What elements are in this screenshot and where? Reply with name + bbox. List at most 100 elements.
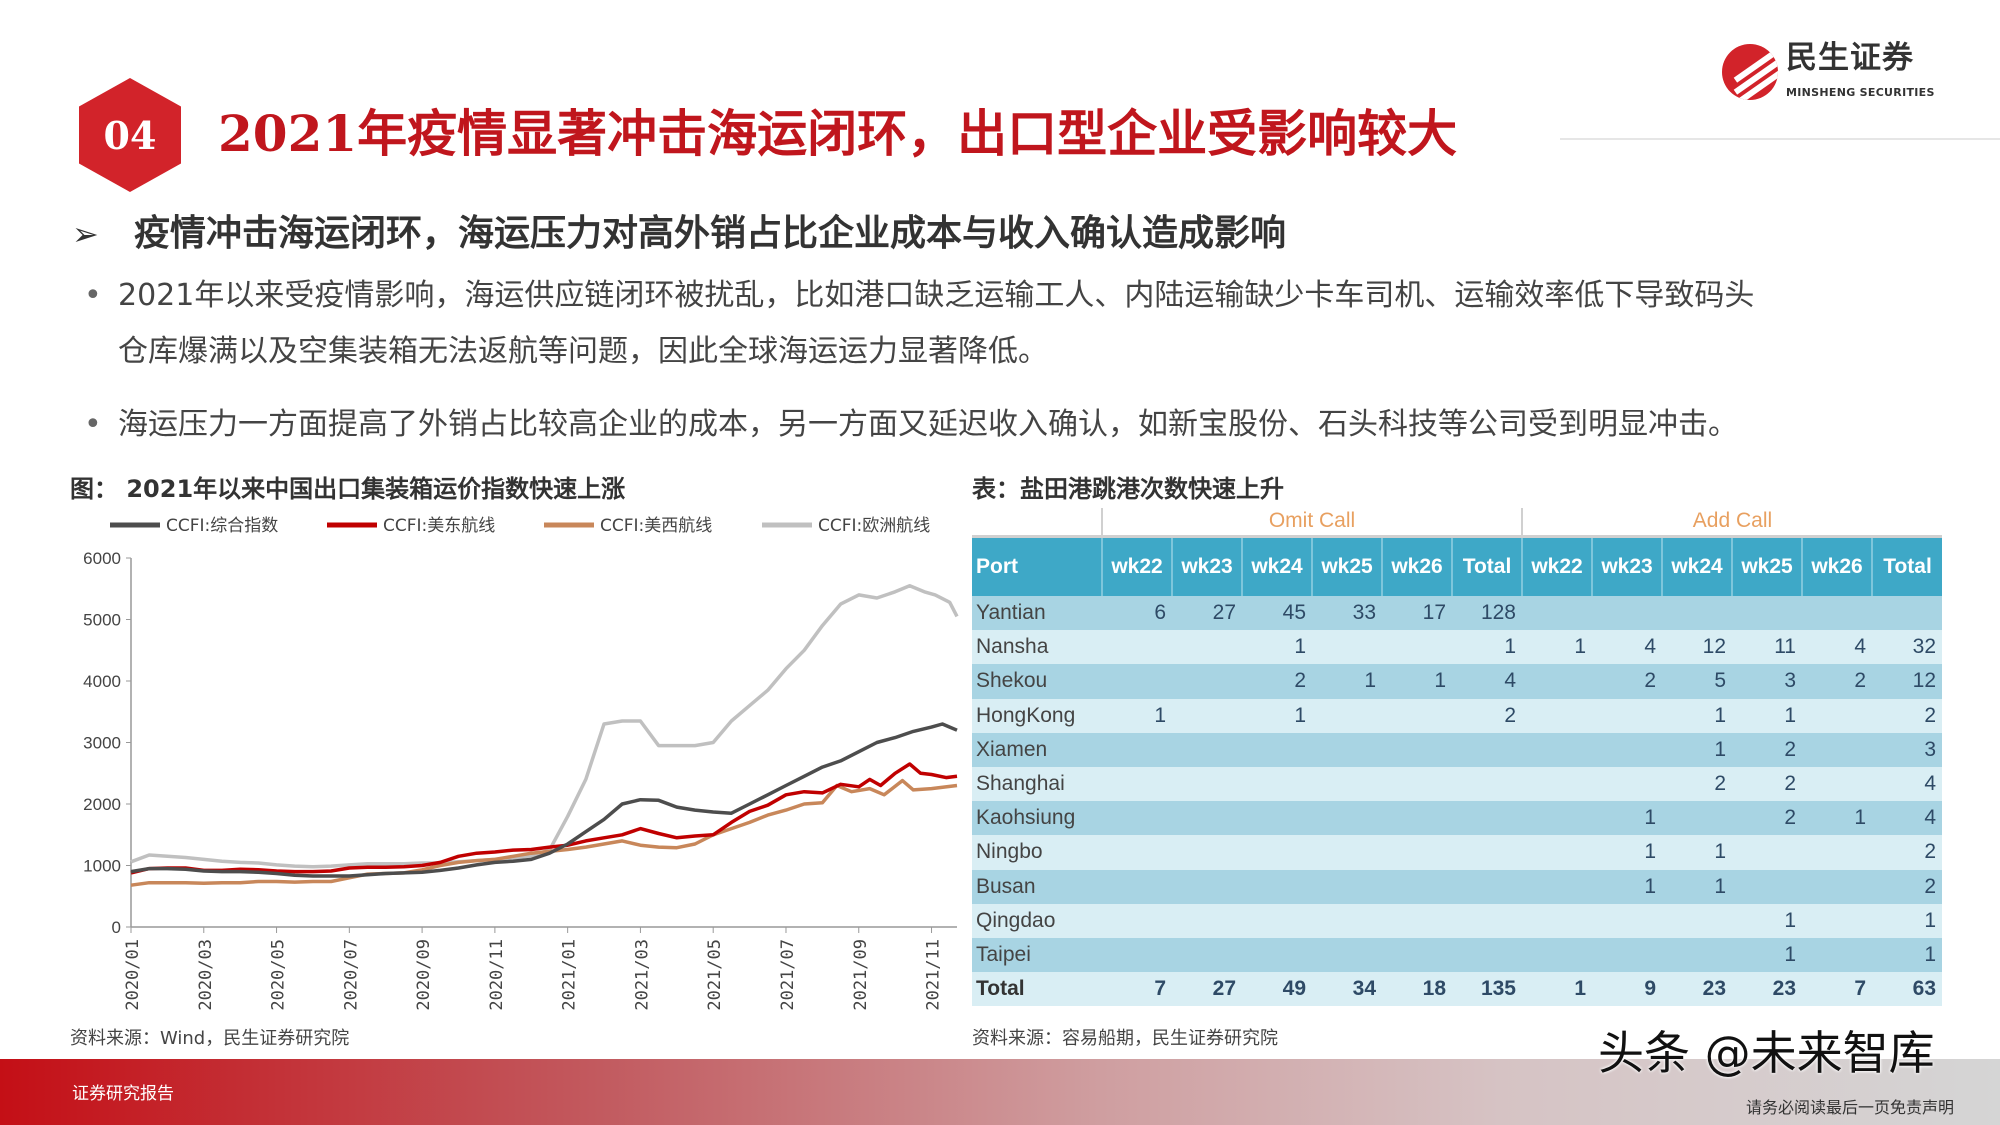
table-cell [1102,766,1172,802]
port-name: Nansha [972,630,1102,665]
table-cell [1522,903,1592,938]
column-header: wk26 [1381,536,1452,596]
table-cell [1382,732,1452,767]
table-title: 表：盐田港跳港次数快速上升 [972,475,1284,503]
table-row: Nansha 1 1 1 4 12 11 4 32 [972,630,1942,665]
y-tick-label: 2000 [83,795,121,814]
table-cell [1382,801,1452,836]
table-cell: 1 [1662,835,1732,870]
table-cell [1312,630,1382,665]
table-row: Yantian 6 27 45 33 17 128 [972,596,1942,631]
table-cell [1522,869,1592,904]
total-cell: 23 [1732,972,1802,1007]
table-cell [1662,903,1732,938]
table-cell [1592,596,1662,631]
table-cell: 2 [1452,698,1522,733]
x-tick-label: 2020/01 [123,939,143,1011]
table-cell [1522,596,1592,631]
table-cell: 1 [1242,630,1312,665]
section-number-badge: 04 [79,78,181,192]
table-cell [1662,801,1732,836]
table-cell: 32 [1872,630,1942,665]
table-cell: 1 [1382,664,1452,699]
table-header-row: Port wk22 wk23 wk24 wk25 wk26 Total wk22 wk23 wk2… [972,536,1942,596]
bullet-dot-icon: • [84,278,102,313]
table-row: Kaohsiung 1 2 1 4 [972,801,1942,836]
watermark: 头条 @未来智库 [1598,1026,1935,1080]
table-cell [1382,766,1452,802]
port-name: Shanghai [972,766,1102,802]
table-cell [1102,903,1172,938]
table-cell [1312,698,1382,733]
table-cell [1102,869,1172,904]
table-row: Qingdao 1 1 [972,903,1942,938]
table-cell [1592,903,1662,938]
table-cell [1242,835,1312,870]
table-cell [1382,630,1452,665]
table-cell: 2 [1872,698,1942,733]
table-cell: 1 [1732,698,1802,733]
group-add-call: Add Call [1521,508,1942,538]
table-cell: 45 [1242,596,1312,631]
x-tick-label: 2020/05 [269,939,289,1011]
legend-label: CCFI:美东航线 [383,516,495,536]
table-cell: 2 [1732,801,1802,836]
chart-source: 资料来源：Wind，民生证券研究院 [70,1028,350,1049]
table-cell [1102,630,1172,665]
logo-en: MINSHENG SECURITIES [1786,86,1935,99]
total-cell: 135 [1452,972,1522,1007]
table-cell: 2 [1732,732,1802,767]
table-cell [1802,937,1872,973]
table-cell [1172,732,1242,767]
table-cell: 1 [1662,732,1732,767]
table-cell [1172,835,1242,870]
table-row: HongKong 1 1 2 1 1 2 [972,698,1942,733]
table-row: Ningbo 1 1 2 [972,835,1942,870]
table-cell: 1 [1592,869,1662,904]
arrow-bullet-icon: ➢ [72,215,99,253]
total-cell: Total [972,972,1102,1007]
table-total-row: Total 7 27 49 34 18 135 1 9 23 23 7 63 [972,972,1942,1007]
table-cell: 1 [1872,937,1942,973]
table-row: Shanghai 2 2 4 [972,766,1942,802]
table-cell: 11 [1732,630,1802,665]
total-cell: 27 [1172,972,1242,1007]
table-cell [1592,937,1662,973]
port-name: Ningbo [972,835,1102,870]
table-cell [1172,801,1242,836]
table-cell [1312,801,1382,836]
table-cell [1662,596,1732,631]
series-line-3 [130,583,959,869]
table-cell [1522,801,1592,836]
bullet-1-line2: 仓库爆满以及空集装箱无法返航等问题，因此全球海运运力显著降低。 [118,334,1048,369]
table-cell [1312,732,1382,767]
table-cell [1522,732,1592,767]
table-cell: 1 [1732,903,1802,938]
table-cell [1102,801,1172,836]
table-cell [1242,869,1312,904]
column-header: wk25 [1731,536,1802,596]
table-cell [1452,937,1522,973]
bullet-2: • 海运压力一方面提高了外销占比较高企业的成本，另一方面又延迟收入确认，如新宝股份… [84,397,1738,453]
table-cell: 4 [1592,630,1662,665]
logo-mark-icon [1722,44,1778,100]
table-row: Xiamen 1 2 3 [972,732,1942,767]
table-cell: 1 [1732,937,1802,973]
table-cell [1102,732,1172,767]
table-cell: 12 [1872,664,1942,699]
series-line-0 [130,722,958,878]
table-cell: 1 [1242,698,1312,733]
x-tick-label: 2021/09 [851,939,871,1011]
column-header: Total [1451,536,1522,596]
table-cell: 17 [1382,596,1452,631]
column-header: wk24 [1241,536,1312,596]
port-name: Shekou [972,664,1102,699]
table-cell [1312,766,1382,802]
y-tick-label: 4000 [83,672,121,691]
table-row: Busan 1 1 2 [972,869,1942,904]
chart-title: 图： 2021年以来中国出口集装箱运价指数快速上涨 [70,475,626,503]
table-cell [1452,835,1522,870]
x-tick-label: 2021/07 [778,939,798,1011]
table-cell [1802,869,1872,904]
table-cell [1102,937,1172,973]
